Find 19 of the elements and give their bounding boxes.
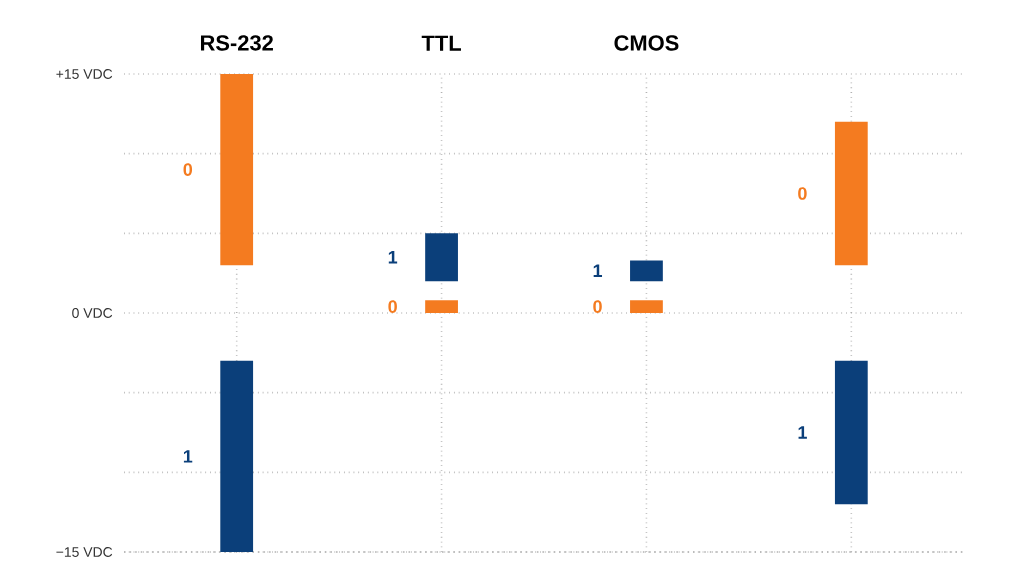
text: 0 <box>183 163 193 176</box>
text: 1 <box>388 251 398 264</box>
series-label: 1 <box>593 264 603 277</box>
bar <box>834 121 868 266</box>
bar <box>834 360 868 505</box>
x-tick-label: RS-232 <box>200 35 273 51</box>
x-tick-label: TTL <box>421 35 461 51</box>
text: 0 <box>798 187 807 200</box>
bar <box>220 73 254 266</box>
bar <box>630 300 663 313</box>
text: 1 <box>183 450 193 463</box>
x-tick-label: CMOS <box>614 35 679 51</box>
text: 1 <box>798 426 807 439</box>
bar <box>220 360 254 552</box>
text: 0 <box>593 300 602 313</box>
bar <box>630 260 663 282</box>
bar <box>425 233 458 282</box>
series-label: 0 <box>388 300 397 313</box>
bar <box>425 300 458 313</box>
